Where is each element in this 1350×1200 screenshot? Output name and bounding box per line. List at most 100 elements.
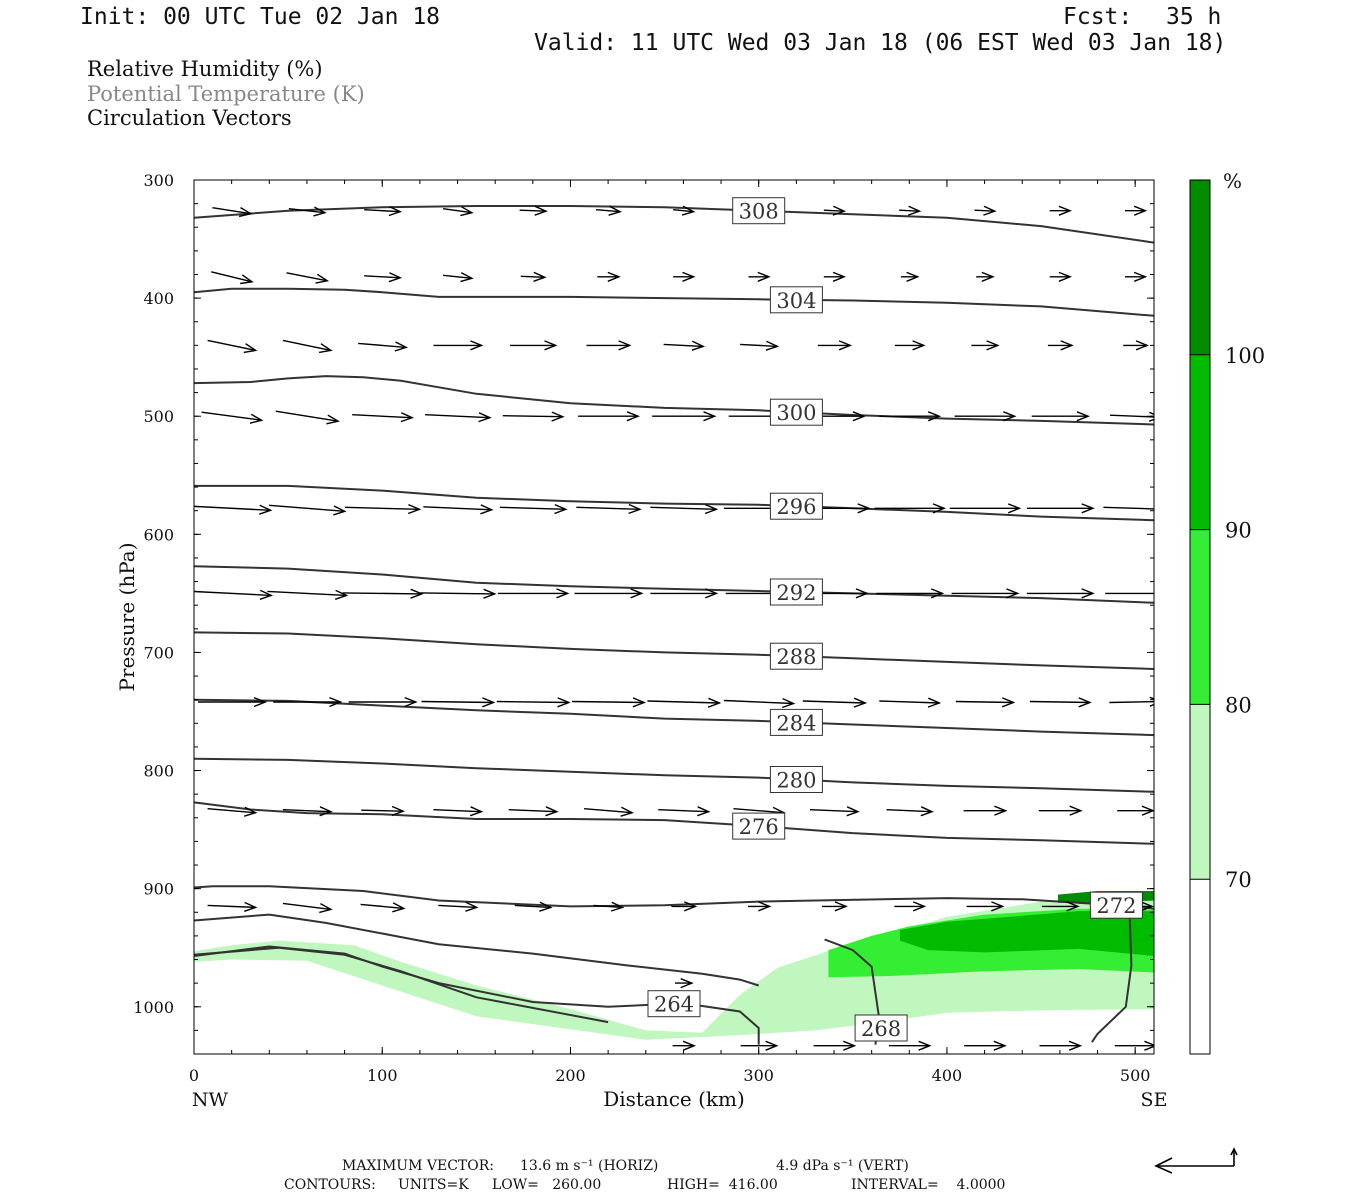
contours-units: UNITS=K bbox=[398, 1177, 469, 1193]
circulation-vector bbox=[420, 588, 497, 599]
circulation-vector bbox=[358, 341, 409, 352]
circulation-vector bbox=[1031, 411, 1090, 422]
circulation-vector bbox=[286, 272, 330, 284]
contour-label-layer: 308 304 300 296 292 288 284 280 276 272 268 264 bbox=[647, 197, 1143, 1042]
circulation-vector bbox=[1125, 271, 1148, 282]
circulation-vector bbox=[514, 901, 553, 912]
circulation-vector bbox=[194, 504, 273, 515]
circulation-vector bbox=[671, 901, 698, 912]
theta-contour-276 bbox=[194, 801, 1154, 845]
circulation-vector bbox=[1049, 271, 1072, 282]
x-tick-label: 100 bbox=[367, 1066, 398, 1085]
y-tick-label: 800 bbox=[143, 762, 174, 781]
circulation-vector bbox=[282, 806, 333, 817]
circulation-vector bbox=[597, 271, 621, 282]
circulation-vector bbox=[443, 272, 474, 283]
circulation-vector bbox=[663, 340, 706, 351]
circulation-vector bbox=[747, 901, 772, 912]
circulation-vector bbox=[740, 1040, 779, 1051]
contour-label-box bbox=[769, 642, 823, 670]
y-axis-title: Pressure (hPa) bbox=[115, 543, 139, 692]
circulation-vector bbox=[1041, 901, 1080, 912]
y-tick-label: 500 bbox=[143, 407, 174, 426]
circulation-vector bbox=[647, 697, 722, 708]
colorbar-segment bbox=[1190, 529, 1210, 705]
circulation-vector bbox=[433, 806, 484, 817]
circulation-vector bbox=[650, 588, 719, 599]
circulation-vector bbox=[673, 205, 696, 216]
circulation-vector bbox=[1049, 205, 1072, 216]
contour-label-296: 296 bbox=[776, 495, 816, 519]
forecast-label: Fcst: bbox=[1063, 4, 1133, 30]
contour-label-308: 308 bbox=[739, 200, 779, 224]
circulation-vector bbox=[963, 805, 1008, 816]
theta-contour-268 bbox=[194, 913, 759, 987]
x-tick-label: 300 bbox=[743, 1066, 774, 1085]
max-vector-horiz: 13.6 m s⁻¹ (HORIZ) bbox=[520, 1158, 659, 1174]
circulation-vector bbox=[900, 271, 920, 282]
circulation-vector bbox=[822, 901, 848, 912]
circulation-vector bbox=[275, 410, 340, 425]
circulation-vector bbox=[1047, 340, 1074, 351]
circulation-vector bbox=[510, 340, 558, 351]
theta-contour-284 bbox=[194, 698, 1154, 737]
circulation-vector bbox=[586, 340, 632, 351]
circulation-vector bbox=[519, 205, 548, 216]
circulation-vector bbox=[675, 978, 694, 989]
legend-potential-temperature: Potential Temperature (K) bbox=[87, 82, 365, 106]
contour-label-288: 288 bbox=[776, 645, 816, 669]
circulation-vector bbox=[802, 697, 868, 708]
theta-contour-288 bbox=[194, 631, 1154, 670]
circulation-vector bbox=[658, 806, 711, 817]
circulation-vector bbox=[578, 411, 640, 422]
colorbar: 70 80 90 100% bbox=[1189, 169, 1265, 1055]
circulation-vector bbox=[971, 340, 1000, 351]
circulation-vector bbox=[211, 271, 254, 285]
circulation-vector bbox=[508, 806, 559, 817]
circulation-vector bbox=[976, 271, 995, 282]
forecast-hours: 35 h bbox=[1166, 4, 1222, 30]
circulation-vector bbox=[498, 588, 570, 599]
contours-low: LOW= 260.00 bbox=[492, 1177, 602, 1193]
circulation-vector bbox=[1105, 588, 1154, 598]
circulation-vector bbox=[364, 272, 403, 283]
x-end-label-se: SE bbox=[1141, 1089, 1168, 1111]
contour-label-268: 268 bbox=[861, 1017, 901, 1041]
circulation-vector bbox=[1029, 697, 1092, 708]
x-tick-label: 400 bbox=[932, 1066, 963, 1085]
circulation-vector bbox=[423, 504, 494, 515]
circulation-vector bbox=[673, 271, 696, 282]
circulation-vector bbox=[899, 205, 922, 216]
circulation-vector bbox=[817, 340, 853, 351]
circulation-vector bbox=[499, 503, 568, 515]
theta-contour-300 bbox=[194, 375, 1154, 426]
axis-titles: Distance (km) Pressure (hPa) bbox=[115, 543, 745, 1111]
circulation-vector bbox=[1026, 588, 1095, 599]
contours-label: CONTOURS: bbox=[284, 1177, 376, 1193]
circulation-vector bbox=[879, 697, 942, 708]
circulation-vector bbox=[572, 697, 646, 708]
circulation-vector bbox=[949, 503, 1022, 514]
circulation-vector bbox=[288, 206, 327, 217]
circulation-vector bbox=[496, 697, 571, 708]
circulation-vector bbox=[1114, 1040, 1154, 1051]
circulation-vector bbox=[584, 806, 634, 817]
circulation-vector bbox=[421, 697, 496, 708]
valid-time: Valid: 11 UTC Wed 03 Jan 18 (06 EST Wed … bbox=[534, 30, 1227, 56]
contours-interval: INTERVAL= 4.0000 bbox=[851, 1177, 1006, 1193]
circulation-vector bbox=[576, 503, 642, 515]
circulation-vector bbox=[1026, 503, 1095, 514]
circulation-vector bbox=[520, 271, 547, 282]
contour-label-280: 280 bbox=[776, 769, 816, 793]
circulation-vector bbox=[342, 588, 424, 599]
circulation-vector bbox=[823, 205, 847, 216]
circulation-vector bbox=[207, 339, 258, 354]
theta-contour-308 bbox=[194, 205, 1154, 244]
colorbar-level-70: 70 bbox=[1225, 868, 1252, 892]
colorbar-level-90: 90 bbox=[1225, 519, 1252, 543]
humidity-fill-layer bbox=[194, 891, 1154, 1040]
circulation-vector bbox=[273, 696, 343, 708]
contour-label-272: 272 bbox=[1096, 894, 1136, 918]
theta-contour-296 bbox=[194, 484, 1154, 522]
circulation-vector bbox=[966, 901, 1005, 912]
